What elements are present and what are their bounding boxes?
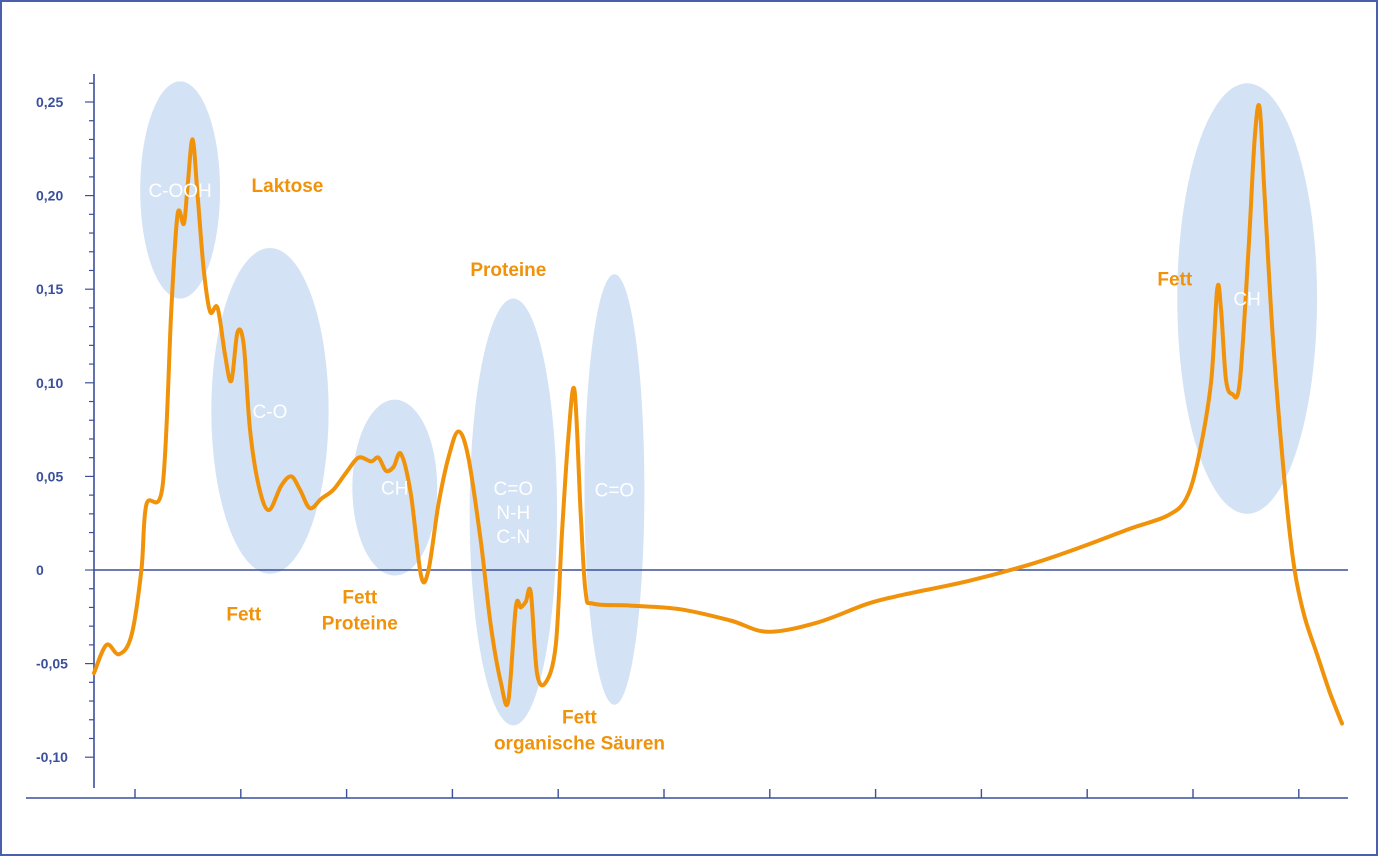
region-label: C-OOH (148, 181, 211, 202)
region-label: CH (381, 479, 408, 500)
y-tick-label: 0,25 (36, 94, 63, 110)
y-tick-label: -0,05 (36, 656, 68, 672)
y-tick-label: 0,20 (36, 188, 63, 204)
region-label: C=O N-H C-N (494, 479, 534, 548)
y-tick-label: 0 (36, 562, 44, 578)
series-layer (92, 103, 1344, 726)
annotation-label: Fett Proteine (322, 588, 398, 635)
region-label: CH (1233, 290, 1260, 311)
y-tick-label: 0,10 (36, 375, 63, 391)
series-line-0 (92, 103, 1344, 726)
axes-layer: 0,25 0,20 0,15 0,10 0,05 0 -0,05 -0,10 (26, 74, 1348, 799)
annotation-label: Fett (226, 605, 262, 626)
annotation-label: Fett organische Säuren (494, 708, 665, 755)
region-ellipse-4 (584, 274, 645, 705)
y-tick-label: 0,15 (36, 281, 63, 297)
y-tick-label: 0,05 (36, 468, 63, 484)
labels-layer: C-OOH C-O CH C=O N-H C-N C=O CH Laktose Proteine F… (148, 176, 1260, 755)
region-label: C=O (595, 481, 635, 502)
y-tick-label: -0,10 (36, 749, 68, 765)
annotation-label: Laktose (252, 176, 324, 197)
region-label: C-O (253, 402, 288, 423)
annotation-label: Proteine (470, 260, 546, 281)
annotation-label: Fett (1157, 269, 1193, 290)
